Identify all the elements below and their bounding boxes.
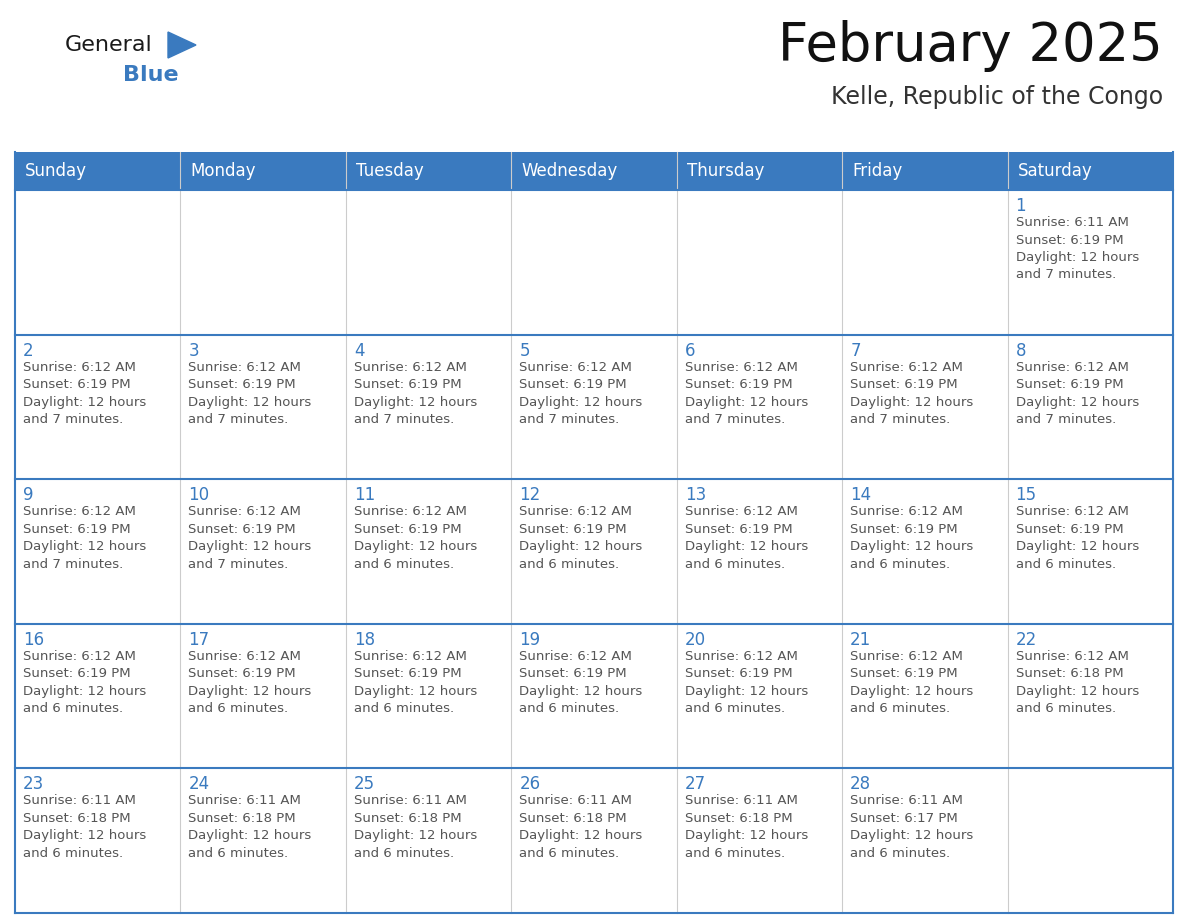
Text: 11: 11 — [354, 487, 375, 504]
Text: Sunrise: 6:11 AM
Sunset: 6:19 PM
Daylight: 12 hours
and 7 minutes.: Sunrise: 6:11 AM Sunset: 6:19 PM Dayligh… — [1016, 216, 1139, 282]
Text: Sunrise: 6:11 AM
Sunset: 6:18 PM
Daylight: 12 hours
and 6 minutes.: Sunrise: 6:11 AM Sunset: 6:18 PM Dayligh… — [23, 794, 146, 860]
Text: 26: 26 — [519, 776, 541, 793]
Text: Sunrise: 6:11 AM
Sunset: 6:18 PM
Daylight: 12 hours
and 6 minutes.: Sunrise: 6:11 AM Sunset: 6:18 PM Dayligh… — [189, 794, 311, 860]
Text: Kelle, Republic of the Congo: Kelle, Republic of the Congo — [830, 85, 1163, 109]
Text: Sunrise: 6:12 AM
Sunset: 6:19 PM
Daylight: 12 hours
and 7 minutes.: Sunrise: 6:12 AM Sunset: 6:19 PM Dayligh… — [519, 361, 643, 426]
Text: Sunrise: 6:11 AM
Sunset: 6:18 PM
Daylight: 12 hours
and 6 minutes.: Sunrise: 6:11 AM Sunset: 6:18 PM Dayligh… — [519, 794, 643, 860]
Polygon shape — [168, 32, 196, 58]
Text: 6: 6 — [684, 341, 695, 360]
Text: Sunrise: 6:12 AM
Sunset: 6:19 PM
Daylight: 12 hours
and 7 minutes.: Sunrise: 6:12 AM Sunset: 6:19 PM Dayligh… — [1016, 361, 1139, 426]
Text: Sunrise: 6:12 AM
Sunset: 6:18 PM
Daylight: 12 hours
and 6 minutes.: Sunrise: 6:12 AM Sunset: 6:18 PM Dayligh… — [1016, 650, 1139, 715]
Text: Sunrise: 6:12 AM
Sunset: 6:19 PM
Daylight: 12 hours
and 6 minutes.: Sunrise: 6:12 AM Sunset: 6:19 PM Dayligh… — [851, 505, 973, 571]
Text: Wednesday: Wednesday — [522, 162, 618, 180]
Text: Sunrise: 6:12 AM
Sunset: 6:19 PM
Daylight: 12 hours
and 6 minutes.: Sunrise: 6:12 AM Sunset: 6:19 PM Dayligh… — [189, 650, 311, 715]
Text: 19: 19 — [519, 631, 541, 649]
Text: Sunrise: 6:12 AM
Sunset: 6:19 PM
Daylight: 12 hours
and 7 minutes.: Sunrise: 6:12 AM Sunset: 6:19 PM Dayligh… — [851, 361, 973, 426]
Text: Sunday: Sunday — [25, 162, 87, 180]
Text: 12: 12 — [519, 487, 541, 504]
Text: 9: 9 — [23, 487, 33, 504]
Text: February 2025: February 2025 — [778, 20, 1163, 72]
Bar — [15, 768, 1173, 913]
Text: Sunrise: 6:12 AM
Sunset: 6:19 PM
Daylight: 12 hours
and 6 minutes.: Sunrise: 6:12 AM Sunset: 6:19 PM Dayligh… — [851, 650, 973, 715]
Text: 5: 5 — [519, 341, 530, 360]
Text: 13: 13 — [684, 487, 706, 504]
Bar — [511, 152, 677, 190]
Bar — [15, 624, 1173, 768]
Text: Friday: Friday — [852, 162, 903, 180]
Text: 18: 18 — [354, 631, 375, 649]
Text: Sunrise: 6:11 AM
Sunset: 6:18 PM
Daylight: 12 hours
and 6 minutes.: Sunrise: 6:11 AM Sunset: 6:18 PM Dayligh… — [354, 794, 478, 860]
Text: 3: 3 — [189, 341, 200, 360]
Text: Sunrise: 6:12 AM
Sunset: 6:19 PM
Daylight: 12 hours
and 6 minutes.: Sunrise: 6:12 AM Sunset: 6:19 PM Dayligh… — [354, 505, 478, 571]
Text: 27: 27 — [684, 776, 706, 793]
Bar — [677, 152, 842, 190]
Text: Sunrise: 6:12 AM
Sunset: 6:19 PM
Daylight: 12 hours
and 7 minutes.: Sunrise: 6:12 AM Sunset: 6:19 PM Dayligh… — [684, 361, 808, 426]
Text: General: General — [65, 35, 153, 55]
Bar — [842, 152, 1007, 190]
Text: 25: 25 — [354, 776, 375, 793]
Text: Tuesday: Tuesday — [356, 162, 424, 180]
Text: Blue: Blue — [124, 65, 178, 85]
Text: 14: 14 — [851, 487, 871, 504]
Text: Monday: Monday — [190, 162, 255, 180]
Text: 10: 10 — [189, 487, 209, 504]
Text: Sunrise: 6:12 AM
Sunset: 6:19 PM
Daylight: 12 hours
and 7 minutes.: Sunrise: 6:12 AM Sunset: 6:19 PM Dayligh… — [23, 361, 146, 426]
Text: 2: 2 — [23, 341, 33, 360]
Text: Sunrise: 6:12 AM
Sunset: 6:19 PM
Daylight: 12 hours
and 6 minutes.: Sunrise: 6:12 AM Sunset: 6:19 PM Dayligh… — [519, 650, 643, 715]
Text: Saturday: Saturday — [1018, 162, 1092, 180]
Bar — [15, 152, 181, 190]
Text: Sunrise: 6:12 AM
Sunset: 6:19 PM
Daylight: 12 hours
and 7 minutes.: Sunrise: 6:12 AM Sunset: 6:19 PM Dayligh… — [189, 361, 311, 426]
Text: 28: 28 — [851, 776, 871, 793]
Text: Sunrise: 6:12 AM
Sunset: 6:19 PM
Daylight: 12 hours
and 6 minutes.: Sunrise: 6:12 AM Sunset: 6:19 PM Dayligh… — [1016, 505, 1139, 571]
Text: 22: 22 — [1016, 631, 1037, 649]
Text: 24: 24 — [189, 776, 209, 793]
Bar — [15, 479, 1173, 624]
Text: Sunrise: 6:12 AM
Sunset: 6:19 PM
Daylight: 12 hours
and 7 minutes.: Sunrise: 6:12 AM Sunset: 6:19 PM Dayligh… — [189, 505, 311, 571]
Text: Sunrise: 6:11 AM
Sunset: 6:17 PM
Daylight: 12 hours
and 6 minutes.: Sunrise: 6:11 AM Sunset: 6:17 PM Dayligh… — [851, 794, 973, 860]
Text: Sunrise: 6:12 AM
Sunset: 6:19 PM
Daylight: 12 hours
and 6 minutes.: Sunrise: 6:12 AM Sunset: 6:19 PM Dayligh… — [23, 650, 146, 715]
Bar — [181, 152, 346, 190]
Bar — [346, 152, 511, 190]
Bar — [15, 334, 1173, 479]
Text: 7: 7 — [851, 341, 860, 360]
Text: Sunrise: 6:11 AM
Sunset: 6:18 PM
Daylight: 12 hours
and 6 minutes.: Sunrise: 6:11 AM Sunset: 6:18 PM Dayligh… — [684, 794, 808, 860]
Text: Thursday: Thursday — [687, 162, 764, 180]
Text: 17: 17 — [189, 631, 209, 649]
Text: Sunrise: 6:12 AM
Sunset: 6:19 PM
Daylight: 12 hours
and 6 minutes.: Sunrise: 6:12 AM Sunset: 6:19 PM Dayligh… — [519, 505, 643, 571]
Text: Sunrise: 6:12 AM
Sunset: 6:19 PM
Daylight: 12 hours
and 6 minutes.: Sunrise: 6:12 AM Sunset: 6:19 PM Dayligh… — [354, 650, 478, 715]
Bar — [15, 190, 1173, 334]
Text: 21: 21 — [851, 631, 871, 649]
Text: 16: 16 — [23, 631, 44, 649]
Text: Sunrise: 6:12 AM
Sunset: 6:19 PM
Daylight: 12 hours
and 6 minutes.: Sunrise: 6:12 AM Sunset: 6:19 PM Dayligh… — [684, 505, 808, 571]
Text: Sunrise: 6:12 AM
Sunset: 6:19 PM
Daylight: 12 hours
and 7 minutes.: Sunrise: 6:12 AM Sunset: 6:19 PM Dayligh… — [23, 505, 146, 571]
Text: 4: 4 — [354, 341, 365, 360]
Text: 8: 8 — [1016, 341, 1026, 360]
Text: 1: 1 — [1016, 197, 1026, 215]
Text: Sunrise: 6:12 AM
Sunset: 6:19 PM
Daylight: 12 hours
and 7 minutes.: Sunrise: 6:12 AM Sunset: 6:19 PM Dayligh… — [354, 361, 478, 426]
Text: 15: 15 — [1016, 487, 1037, 504]
Text: Sunrise: 6:12 AM
Sunset: 6:19 PM
Daylight: 12 hours
and 6 minutes.: Sunrise: 6:12 AM Sunset: 6:19 PM Dayligh… — [684, 650, 808, 715]
Text: 20: 20 — [684, 631, 706, 649]
Text: 23: 23 — [23, 776, 44, 793]
Bar — [1007, 152, 1173, 190]
